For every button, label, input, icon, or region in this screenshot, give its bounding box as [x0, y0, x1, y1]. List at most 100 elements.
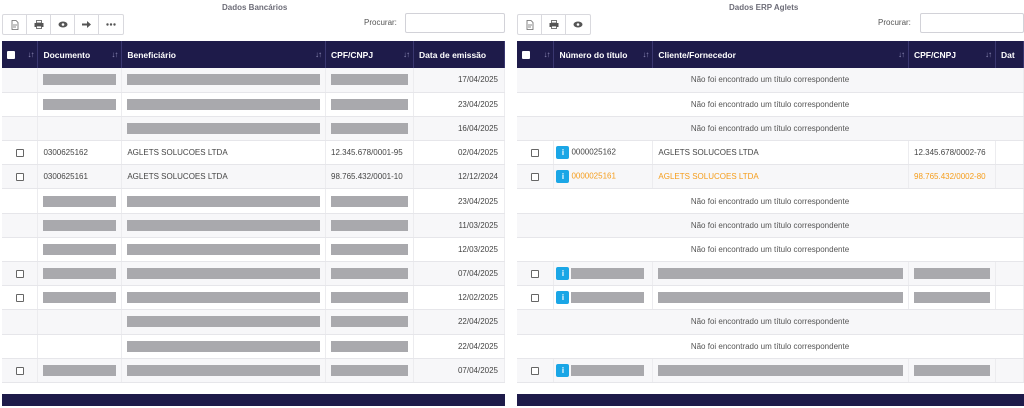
- arrow-right-icon[interactable]: [75, 15, 99, 34]
- cliente-fornecedor-cell: AGLETS SOLUCOES LTDA: [652, 164, 909, 190]
- document-icon[interactable]: [518, 15, 542, 34]
- select-all-header[interactable]: ↓↑: [2, 41, 39, 68]
- documento-cell: [37, 237, 123, 263]
- table-row[interactable]: 16/04/2025: [2, 116, 505, 142]
- column-header-data-emissao[interactable]: Data de emissão: [413, 41, 505, 68]
- row-checkbox[interactable]: [15, 294, 24, 303]
- info-icon[interactable]: i: [556, 291, 570, 305]
- data-emissao-cell: 16/04/2025: [413, 116, 505, 142]
- row-checkbox[interactable]: [15, 173, 24, 182]
- redacted-value: [331, 195, 408, 207]
- eye-icon[interactable]: [51, 15, 75, 34]
- table-row: Não foi encontrado um título corresponde…: [517, 334, 1024, 359]
- redacted-value: [331, 98, 408, 110]
- column-header-documento[interactable]: Documento ↓↑: [37, 41, 123, 68]
- documento-cell: [37, 213, 123, 238]
- column-header-data[interactable]: Dat: [995, 41, 1024, 68]
- row-checkbox[interactable]: [15, 366, 24, 375]
- not-found-message: Não foi encontrado um título corresponde…: [517, 92, 1024, 117]
- search-input[interactable]: [405, 13, 505, 33]
- table-footer: [517, 394, 1024, 406]
- document-icon[interactable]: [3, 15, 27, 34]
- data-emissao-cell: 07/04/2025: [413, 261, 505, 287]
- table-row[interactable]: i: [517, 285, 1024, 311]
- beneficiario-cell: [121, 334, 327, 359]
- row-select-cell: [2, 164, 39, 190]
- info-icon[interactable]: i: [556, 170, 570, 184]
- select-all-checkbox[interactable]: [522, 51, 530, 60]
- table-row[interactable]: i: [517, 358, 1024, 383]
- beneficiario-cell: AGLETS SOLUCOES LTDA: [121, 140, 327, 166]
- table-row[interactable]: i 0000025161 AGLETS SOLUCOES LTDA 98.765.43…: [517, 164, 1024, 190]
- documento-cell: [37, 116, 123, 142]
- cpf-cnpj-cell: [908, 358, 996, 383]
- redacted-value: [571, 364, 645, 376]
- data-cell: [995, 261, 1024, 287]
- numero-titulo-cell: i 0000025162: [553, 140, 654, 166]
- select-all-header[interactable]: ↓↑: [517, 41, 555, 68]
- row-checkbox[interactable]: [531, 173, 540, 182]
- table-row[interactable]: 11/03/2025: [2, 213, 505, 238]
- search-label: Procurar:: [364, 18, 397, 27]
- table-row[interactable]: 17/04/2025: [2, 68, 505, 93]
- table-row[interactable]: 22/04/2025: [2, 334, 505, 359]
- eye-icon[interactable]: [566, 15, 590, 34]
- not-found-message: Não foi encontrado um título corresponde…: [517, 213, 1024, 238]
- redacted-value: [658, 268, 903, 280]
- table-row[interactable]: 07/04/2025: [2, 261, 505, 287]
- redacted-value: [43, 195, 117, 207]
- row-checkbox[interactable]: [531, 294, 540, 303]
- sort-icon[interactable]: ↓↑: [543, 50, 550, 59]
- ellipsis-icon[interactable]: [99, 15, 123, 34]
- column-header-numero-titulo[interactable]: Número do título ↓↑: [553, 41, 654, 68]
- column-header-beneficiario[interactable]: Beneficiário ↓↑: [121, 41, 327, 68]
- table-row[interactable]: 22/04/2025: [2, 309, 505, 335]
- column-header-cpf-cnpj[interactable]: CPF/CNPJ ↓↑: [908, 41, 996, 68]
- redacted-value: [127, 340, 321, 352]
- row-checkbox[interactable]: [531, 366, 540, 375]
- table-row[interactable]: 23/04/2025: [2, 92, 505, 117]
- search-input[interactable]: [920, 13, 1024, 33]
- redacted-value: [43, 364, 117, 376]
- redacted-value: [331, 364, 408, 376]
- cpf-cnpj-cell: [325, 261, 414, 287]
- sort-icon[interactable]: ↓↑: [315, 50, 322, 59]
- erp-data-panel: Dados ERP Aglets Procurar: ↓↑ Número do …: [517, 0, 1024, 408]
- cpf-cnpj-cell: [325, 213, 414, 238]
- info-icon[interactable]: i: [556, 146, 570, 160]
- column-header-cliente-fornecedor[interactable]: Cliente/Fornecedor ↓↑: [652, 41, 909, 68]
- info-icon[interactable]: i: [556, 363, 570, 377]
- row-checkbox[interactable]: [15, 269, 24, 278]
- redacted-value: [127, 243, 321, 255]
- table-row[interactable]: 12/03/2025: [2, 237, 505, 263]
- table-row[interactable]: i: [517, 261, 1024, 287]
- sort-icon[interactable]: ↓↑: [403, 50, 410, 59]
- data-emissao-cell: 12/12/2024: [413, 164, 505, 190]
- table-row[interactable]: 23/04/2025: [2, 188, 505, 214]
- table-row[interactable]: 12/02/2025: [2, 285, 505, 311]
- beneficiario-cell: [121, 261, 327, 287]
- sort-icon[interactable]: ↓↑: [111, 50, 118, 59]
- panel-title: Dados Bancários: [222, 3, 288, 12]
- data-cell: [995, 358, 1024, 383]
- table-row[interactable]: 0300625162 AGLETS SOLUCOES LTDA 12.345.678…: [2, 140, 505, 166]
- column-header-cpf-cnpj[interactable]: CPF/CNPJ ↓↑: [325, 41, 414, 68]
- sort-icon[interactable]: ↓↑: [984, 50, 992, 59]
- sort-icon[interactable]: ↓↑: [642, 50, 649, 59]
- table-row[interactable]: i 0000025162 AGLETS SOLUCOES LTDA 12.345.67…: [517, 140, 1024, 166]
- data-emissao-cell: 12/02/2025: [413, 285, 505, 311]
- table-row[interactable]: 07/04/2025: [2, 358, 505, 383]
- sort-icon[interactable]: ↓↑: [27, 50, 34, 59]
- info-icon[interactable]: i: [556, 267, 570, 281]
- print-icon[interactable]: [542, 15, 566, 34]
- table-row[interactable]: 0300625161 AGLETS SOLUCOES LTDA 98.765.432…: [2, 164, 505, 190]
- table-row: Não foi encontrado um título corresponde…: [517, 68, 1024, 93]
- print-icon[interactable]: [27, 15, 51, 34]
- row-checkbox[interactable]: [531, 269, 540, 278]
- documento-cell: [37, 358, 123, 383]
- row-checkbox[interactable]: [15, 149, 24, 158]
- sort-icon[interactable]: ↓↑: [898, 50, 905, 59]
- row-select-cell: [517, 140, 555, 166]
- select-all-checkbox[interactable]: [7, 51, 15, 60]
- row-checkbox[interactable]: [531, 149, 540, 158]
